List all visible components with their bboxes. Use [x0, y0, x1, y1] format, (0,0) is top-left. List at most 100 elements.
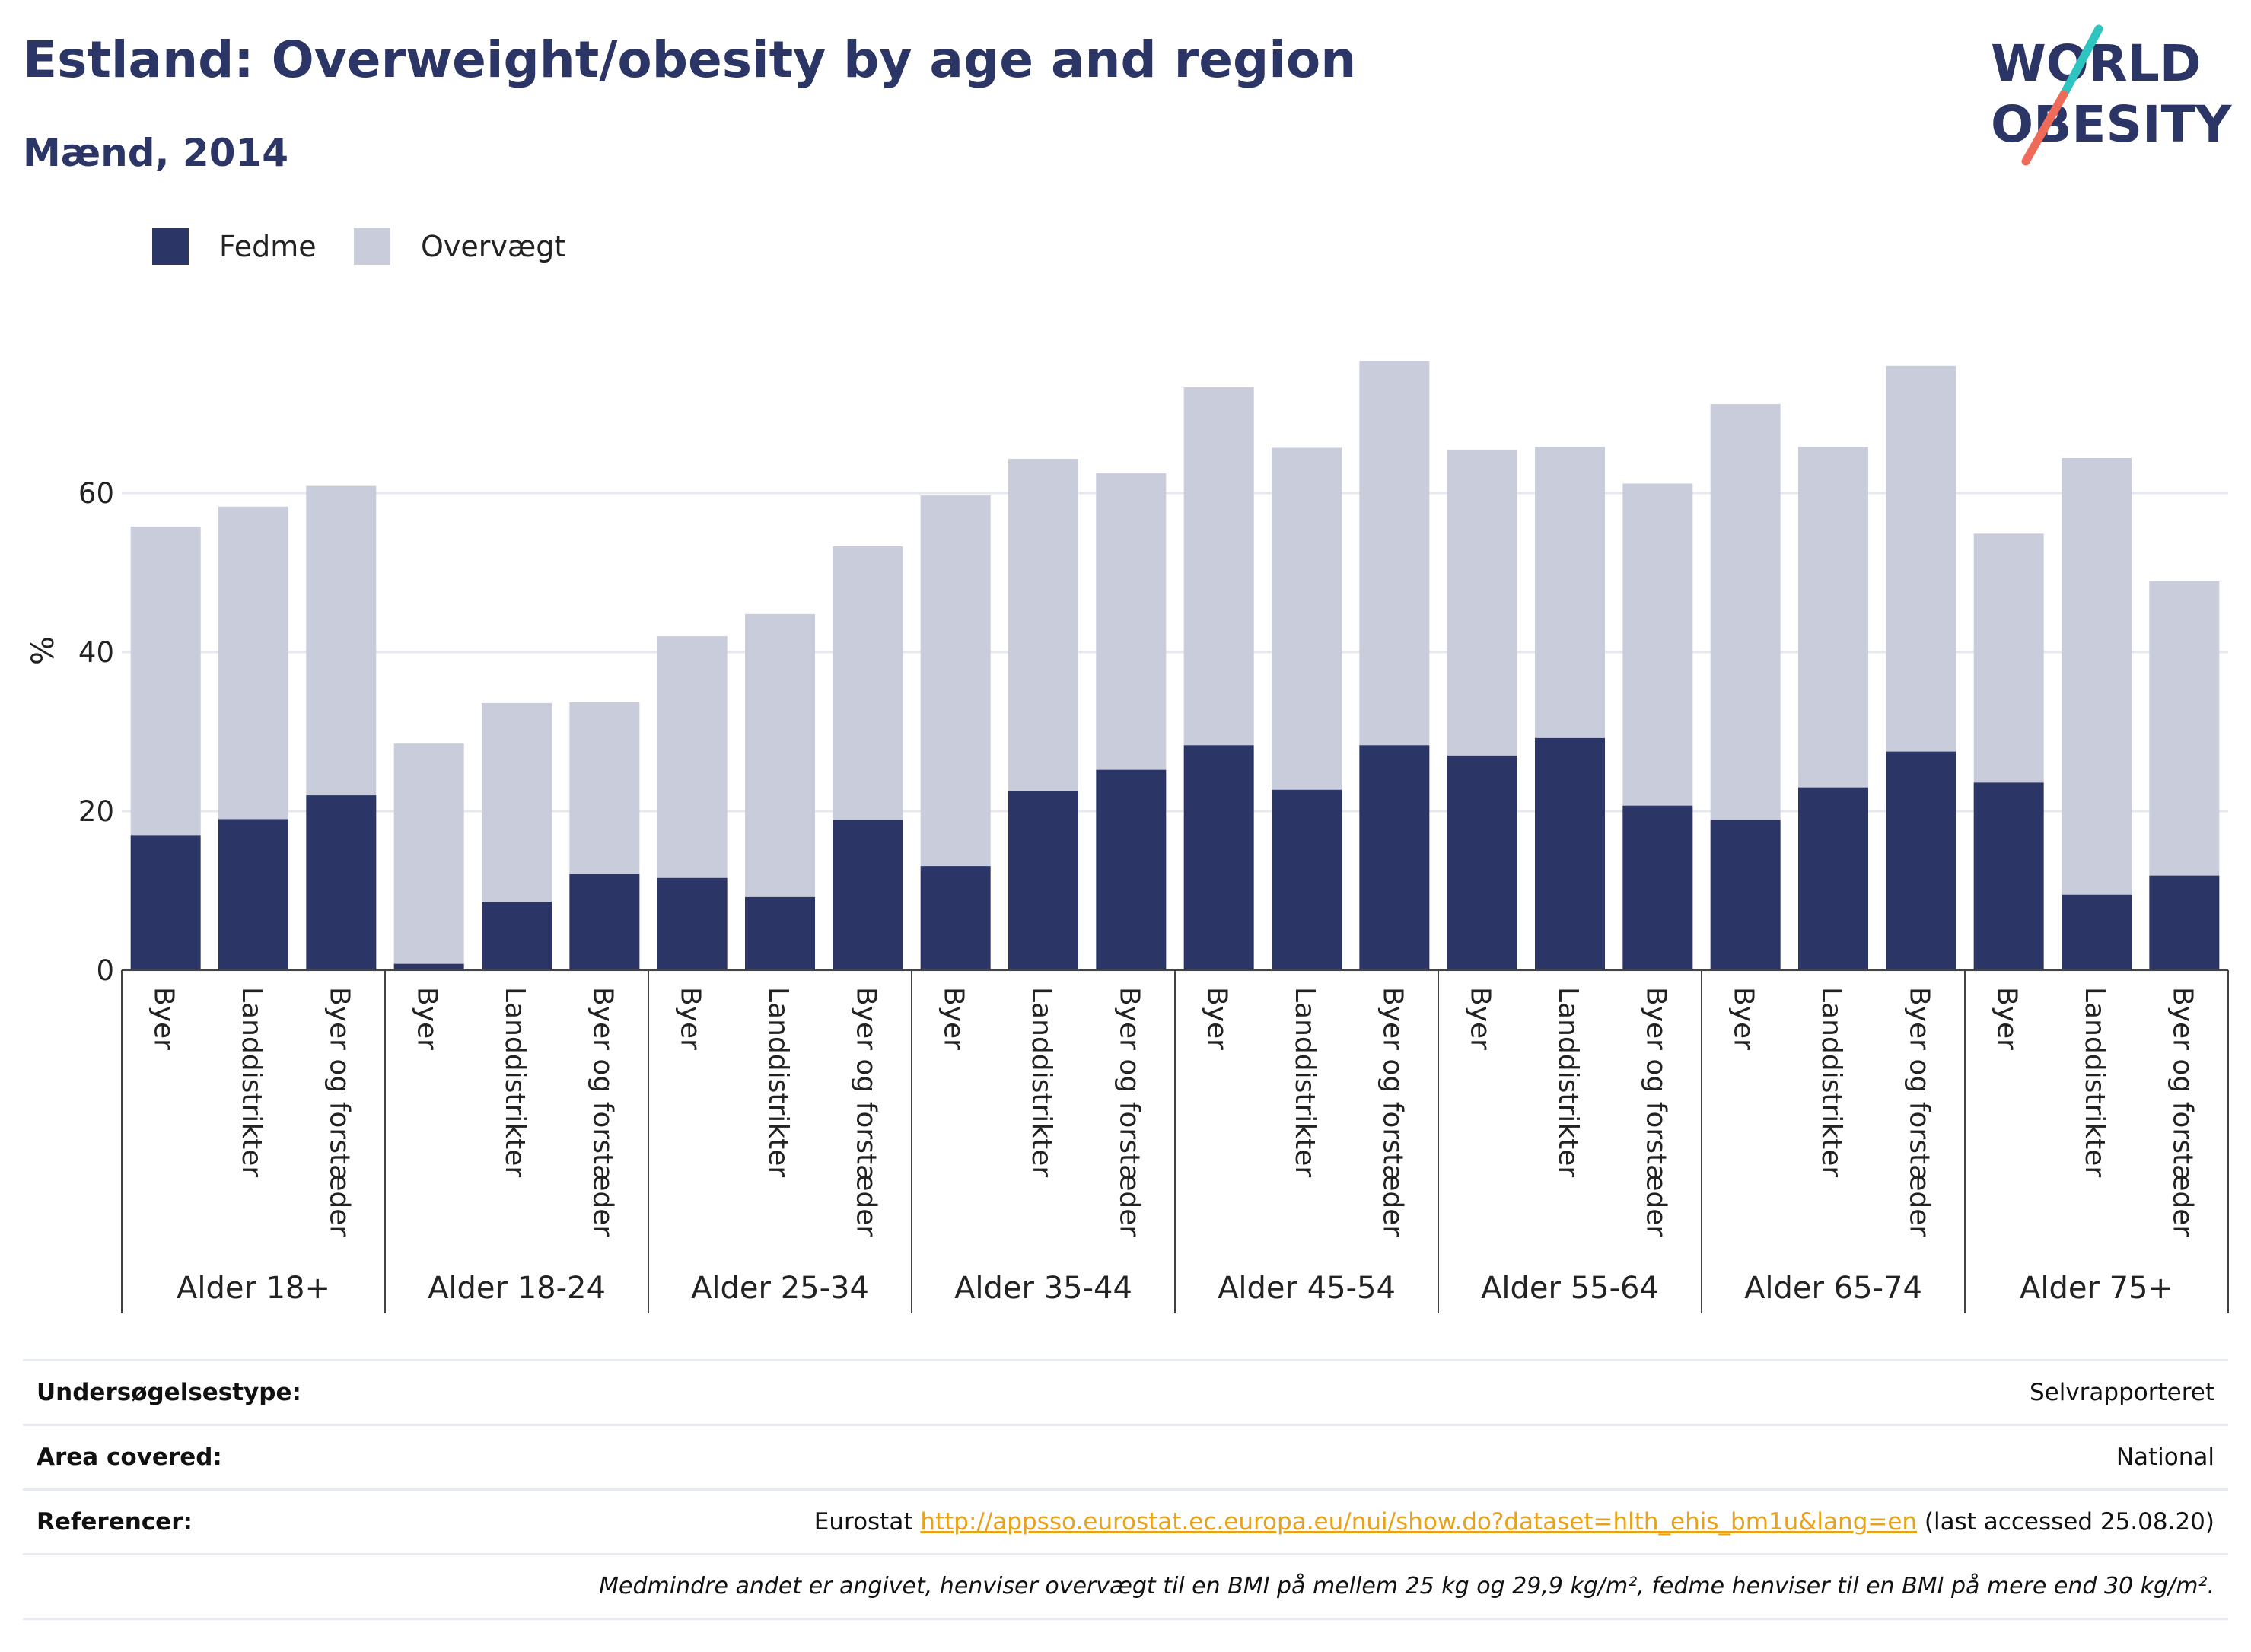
category-label: Byer [1202, 987, 1233, 1050]
bar-overvaegt [1886, 365, 1956, 752]
world-obesity-logo: WORLD OBESITY [1991, 24, 2233, 166]
bar-fedme [569, 874, 640, 970]
group-label: Alder 18-24 [428, 1271, 606, 1306]
info-table: Undersøgelsestype: Selvrapporteret Area … [23, 1359, 2228, 1620]
bar-fedme [1359, 745, 1430, 970]
bar-overvaegt [1710, 403, 1781, 820]
bar-overvaegt [130, 526, 201, 836]
info-row-references: Referencer: Eurostat http://appsso.euros… [23, 1488, 2228, 1553]
bar-fedme [1183, 745, 1254, 970]
group-label: Alder 75+ [2020, 1271, 2173, 1306]
category-label: Byer [412, 987, 443, 1050]
bar-overvaegt [1183, 387, 1254, 746]
bar-fedme [2062, 894, 2132, 970]
category-label: Landdistrikter [236, 987, 267, 1177]
y-axis-label: % [26, 636, 61, 665]
reference-source: Eurostat [813, 1508, 921, 1536]
survey-type-label: Undersøgelsestype: [37, 1379, 301, 1406]
bar-fedme [1447, 755, 1517, 970]
category-label: Landdistrikter [1552, 987, 1584, 1177]
bar-overvaegt [569, 702, 640, 874]
category-label: Byer og forstæder [1377, 987, 1408, 1237]
reference-link[interactable]: http://appsso.eurostat.ec.europa.eu/nui/… [920, 1508, 1918, 1536]
logo-slash-bottom [2021, 90, 2068, 166]
bar-fedme [2149, 875, 2220, 970]
category-label: Byer og forstæder [323, 987, 355, 1237]
category-label: Byer [1465, 987, 1496, 1050]
bar-overvaegt [657, 636, 728, 878]
bar-overvaegt [218, 506, 288, 820]
bar-overvaegt [2062, 458, 2132, 895]
bar-fedme [920, 866, 991, 970]
bar-overvaegt [1622, 483, 1693, 806]
legend-label-fedme: Fedme [219, 230, 317, 263]
category-label: Landdistrikter [763, 987, 794, 1177]
bar-overvaegt [745, 613, 815, 897]
bar-fedme [482, 902, 552, 970]
bar-fedme [218, 819, 288, 970]
bar-fedme [130, 835, 201, 970]
group-label: Alder 65-74 [1744, 1271, 1922, 1306]
bar-fedme [1973, 782, 2044, 970]
bar-fedme [306, 795, 377, 970]
logo-slash-top [2059, 24, 2103, 99]
category-label: Byer og forstæder [1113, 987, 1145, 1237]
info-row-survey: Undersøgelsestype: Selvrapporteret [23, 1359, 2228, 1424]
area-covered-value: National [2116, 1444, 2214, 1471]
bar-fedme [1710, 820, 1781, 970]
y-tick-label: 60 [78, 477, 114, 510]
bar-fedme [833, 820, 903, 970]
bar-overvaegt [1798, 447, 1868, 788]
bar-overvaegt [393, 743, 464, 964]
category-label: Byer og forstæder [1903, 987, 1934, 1237]
y-tick-label: 40 [78, 636, 114, 669]
category-label: Landdistrikter [1026, 987, 1057, 1177]
bar-overvaegt [833, 546, 903, 820]
category-label: Byer [148, 987, 180, 1050]
bar-overvaegt [2149, 581, 2220, 876]
group-label: Alder 18+ [177, 1271, 330, 1306]
category-label: Landdistrikter [1289, 987, 1320, 1177]
category-label: Byer og forstæder [2167, 987, 2198, 1237]
references-value: Eurostat http://appsso.eurostat.ec.europ… [814, 1491, 2214, 1553]
logo-text-obesity: OBESITY [1991, 95, 2233, 154]
group-label: Alder 55-64 [1481, 1271, 1659, 1306]
category-label: Landdistrikter [1816, 987, 1847, 1177]
chart-title: Estland: Overweight/obesity by age and r… [23, 30, 1357, 89]
bar-overvaegt [1535, 447, 1605, 738]
legend-label-overvaegt: Overvægt [421, 230, 566, 263]
bar-fedme [1622, 805, 1693, 970]
reference-accessed: (last accessed 25.08.20) [1917, 1508, 2214, 1536]
category-label: Byer og forstæder [587, 987, 618, 1237]
logo-text-world: WORLD [1991, 34, 2202, 93]
category-label: Landdistrikter [499, 987, 530, 1177]
bar-fedme [657, 877, 728, 970]
definition-note: Medmindre andet er angivet, henviser ove… [599, 1573, 2214, 1599]
bar-fedme [1096, 769, 1167, 970]
legend-swatch-overvaegt [354, 228, 390, 265]
chart-subtitle: Mænd, 2014 [23, 131, 289, 175]
group-label: Alder 45-54 [1218, 1271, 1396, 1306]
bar-overvaegt [1096, 473, 1167, 770]
bar-overvaegt [920, 495, 991, 867]
category-label: Byer og forstæder [1640, 987, 1671, 1237]
bar-overvaegt [1359, 361, 1430, 746]
bar-overvaegt [1272, 447, 1342, 790]
bar-fedme [393, 963, 464, 970]
info-row-note: Medmindre andet er angivet, henviser ove… [23, 1553, 2228, 1620]
bar-fedme [1886, 751, 1956, 970]
group-label: Alder 25-34 [691, 1271, 869, 1306]
bar-fedme [745, 896, 815, 970]
bar-fedme [1008, 791, 1078, 970]
bar-overvaegt [1973, 533, 2044, 783]
category-label: Byer [1728, 987, 1759, 1050]
bar-overvaegt [482, 702, 552, 902]
survey-type-value: Selvrapporteret [2029, 1379, 2214, 1406]
bar-fedme [1272, 789, 1342, 970]
stacked-bar-chart: 0 20 40 60% Byer Landdistrikter Byer og forstæ… [26, 361, 2229, 1313]
category-label: Byer og forstæder [850, 987, 881, 1237]
y-tick-label: 0 [96, 954, 114, 987]
y-tick-label: 20 [78, 795, 114, 828]
info-row-area: Area covered: National [23, 1424, 2228, 1488]
category-label: Landdistrikter [2079, 987, 2110, 1177]
